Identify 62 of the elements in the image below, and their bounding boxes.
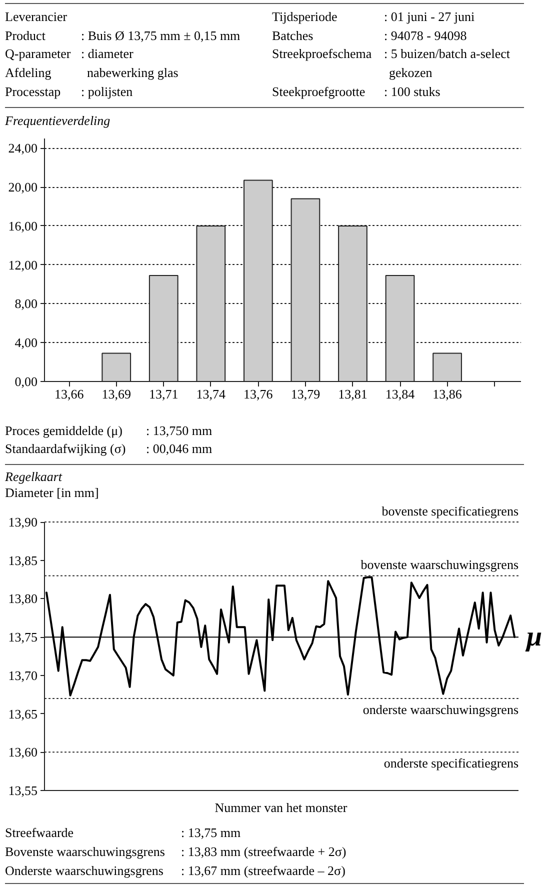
text: Proces gemiddelde (μ) [5,423,122,439]
y-tick-label: 12,00 [8,257,38,272]
y-tick-label: 13,75 [8,630,38,645]
text: Batches [272,28,314,44]
text: Streekproefschema [272,46,372,62]
y-tick-label: 13,65 [8,706,38,722]
ref-line-label: μ [524,622,542,653]
chart-title: Regelkaart [5,469,62,485]
text: : diameter [81,46,134,62]
y-axis-title: Diameter [in mm] [5,485,99,501]
x-tick-label: 13,66 [54,386,84,402]
y-tick-label: 13,60 [8,744,38,760]
text: nabewerking glas [87,65,178,82]
x-tick-label: 13,79 [290,386,320,402]
text: Afdeling [5,65,52,82]
y-tick-label: 13,55 [8,783,38,798]
x-tick-label: 13,71 [149,386,178,402]
text: : 13,75 mm [181,825,241,841]
x-tick-label: 13,81 [338,386,368,402]
text: Steekproefgrootte [272,84,366,100]
text: : 13,750 mm [146,423,212,439]
y-tick-label: 13,80 [8,591,38,606]
x-tick-label: 13,76 [244,386,274,402]
text: Tijdsperiode [272,9,338,25]
text: : 100 stuks [384,84,440,100]
text: : 01 juni - 27 juni [384,9,475,25]
y-tick-label: 13,85 [8,552,38,568]
text: Product [5,28,46,44]
line-series [45,576,516,696]
y-tick-label: 20,00 [8,180,38,195]
text: Processtap [5,84,61,100]
text: : 13,67 mm (streefwaarde – 2σ) [181,862,346,878]
chart-title: Frequentieverdeling [5,113,110,129]
y-tick-label: 13,90 [8,514,38,530]
y-tick-label: 4,00 [14,335,38,350]
text: Onderste waarschuwingsgrens [5,862,164,878]
x-tick-label: 13,74 [196,386,226,402]
text: Bovenste waarschuwingsgrens [5,844,165,860]
y-tick-label: 0,00 [14,374,38,389]
x-axis-title: Nummer van het monster [214,800,348,816]
y-tick-label: 13,70 [8,668,38,683]
ref-line-label: bovenste waarschuwingsgrens [360,557,518,572]
text: : Buis Ø 13,75 mm ± 0,15 mm [81,28,240,44]
text: Streefwaarde [5,825,74,841]
text: Leverancier [5,9,68,25]
y-tick-label: 24,00 [8,140,38,156]
ref-line-label: onderste waarschuwingsgrens [362,702,518,717]
text: Standaardafwijking (σ) [5,441,126,457]
y-tick-label: 16,00 [8,218,38,234]
ref-line-label: onderste specificatiegrens [384,756,519,771]
x-tick-label: 13,69 [102,386,131,402]
text: : 00,046 mm [146,441,212,457]
ref-line-label: bovenste specificatiegrens [382,504,519,518]
text: : 94078 - 94098 [384,28,467,44]
text: gekozen [389,65,432,82]
text: Q-parameter [5,46,71,62]
text: : 13,83 mm (streefwaarde + 2σ) [181,844,346,860]
x-tick-label: 13,84 [385,386,416,402]
y-tick-label: 8,00 [14,296,38,312]
x-tick-label: 13,86 [432,386,462,402]
text: : polijsten [81,84,133,100]
text: : 5 buizen/batch a-select [384,46,510,62]
